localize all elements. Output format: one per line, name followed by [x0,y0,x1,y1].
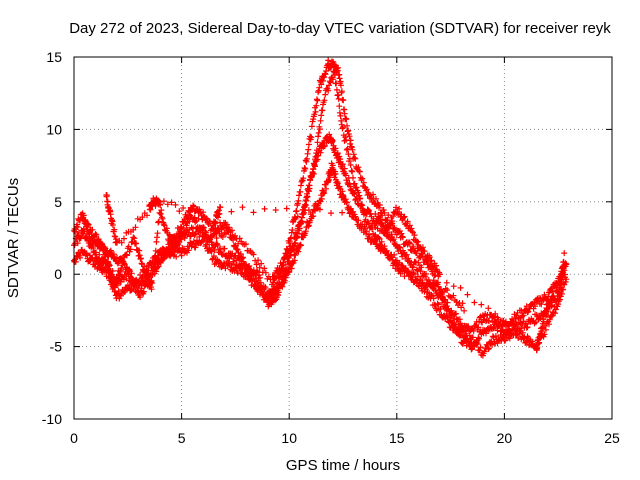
series-track-e [103,192,568,354]
x-tick-label: 20 [497,430,513,446]
y-tick-label: -5 [50,339,63,355]
y-tick-label: 0 [54,266,62,282]
y-tick-labels: -10 -5 0 5 10 15 [42,49,62,427]
x-axis-label: GPS time / hours [286,457,400,474]
y-axis-label: SDTVAR / TECUs [5,178,22,298]
data-points [71,57,570,359]
y-tick-label: -10 [42,411,62,427]
x-tick-label: 15 [389,430,405,446]
x-tick-label: 10 [281,430,297,446]
axis-ticks [73,56,613,420]
x-tick-label: 0 [70,430,78,446]
series-track-d [81,68,468,314]
series-markers [81,68,468,314]
y-tick-label: 5 [54,194,62,210]
y-tick-label: 10 [46,121,62,137]
plot-frame [73,56,613,420]
x-tick-label: 25 [604,430,620,446]
series-markers [103,192,568,354]
y-tick-label: 15 [46,49,62,65]
chart-title: Day 272 of 2023, Sidereal Day-to-day VTE… [69,20,611,37]
x-tick-labels: 0 5 10 15 20 25 [70,430,620,446]
x-tick-label: 5 [178,430,186,446]
